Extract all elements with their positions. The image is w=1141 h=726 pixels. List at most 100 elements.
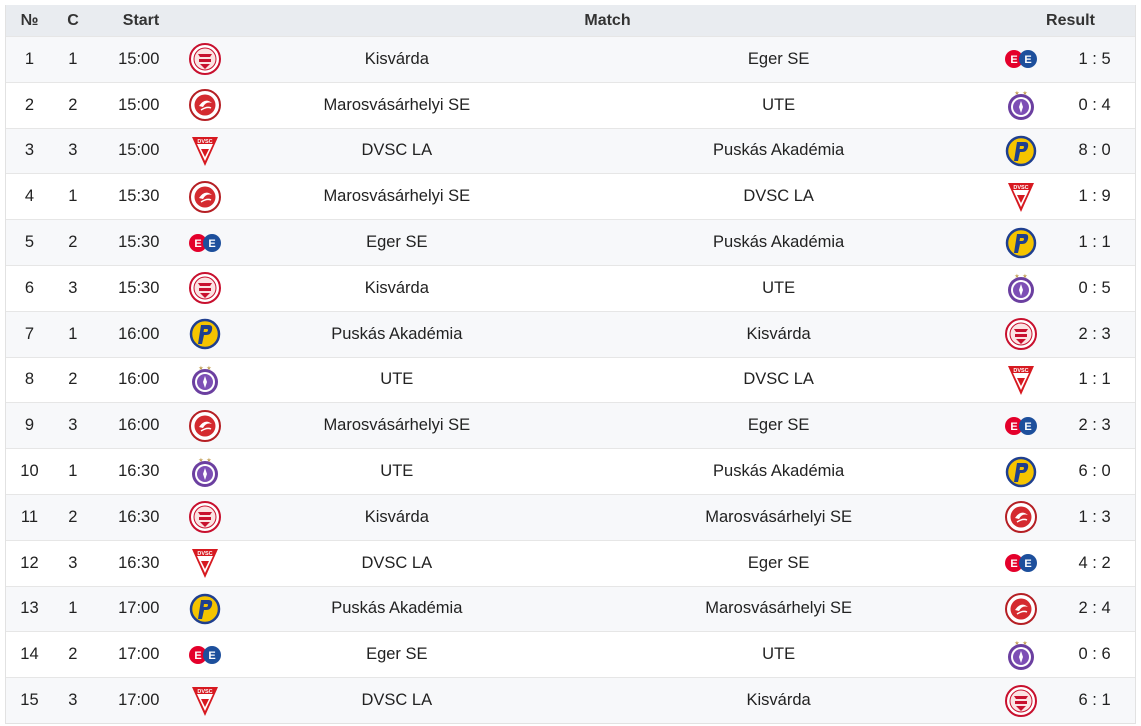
home-team[interactable]: Marosvásárhelyi SE — [323, 416, 471, 435]
court-number: 1 — [68, 187, 78, 206]
court-number: 3 — [68, 278, 78, 297]
home-team[interactable]: Kisvárda — [364, 278, 429, 297]
away-team[interactable]: Puskás Akadémia — [713, 462, 845, 481]
kisvarda-logo-icon — [988, 318, 1054, 351]
away-team[interactable]: Eger SE — [747, 553, 810, 572]
header-c[interactable]: C — [67, 11, 79, 29]
header-no[interactable]: № — [20, 11, 39, 29]
home-team[interactable]: Eger SE — [366, 645, 428, 664]
match-result[interactable]: 0 : 5 — [1078, 278, 1111, 297]
puskas-logo-icon — [988, 135, 1054, 167]
marosvasarhelyi-logo-icon — [185, 180, 225, 213]
table-row: 5 2 15:30 E E Eger SE Puskás Akadémia 1 : 1 — [6, 219, 1135, 265]
court-number: 1 — [68, 49, 78, 68]
away-team[interactable]: UTE — [762, 95, 796, 114]
table-row: 13 1 17:00 Puskás Akadémia Marosvásárhelyi S… — [6, 585, 1135, 632]
match-result[interactable]: 1 : 3 — [1078, 507, 1111, 526]
start-time: 17:00 — [118, 691, 160, 710]
svg-text:E: E — [1011, 421, 1018, 433]
away-team[interactable]: UTE — [762, 645, 796, 664]
away-team[interactable]: Puskás Akadémia — [713, 233, 845, 252]
dvsc-logo-icon: DVSC — [988, 181, 1054, 213]
match-number: 1 — [24, 49, 35, 68]
start-time: 16:30 — [118, 507, 160, 526]
svg-text:DVSC: DVSC — [1014, 185, 1029, 191]
kisvarda-logo-icon — [185, 501, 225, 534]
away-team[interactable]: Kisvárda — [746, 691, 811, 710]
svg-text:★: ★ — [206, 365, 211, 372]
svg-text:★: ★ — [1014, 273, 1019, 280]
kisvarda-logo-icon — [185, 43, 225, 76]
away-team[interactable]: DVSC LA — [743, 187, 814, 206]
dvsc-logo-icon: DVSC — [185, 135, 225, 167]
marosvasarhelyi-logo-icon — [988, 592, 1054, 625]
header-start[interactable]: Start — [122, 11, 160, 29]
home-team[interactable]: Marosvásárhelyi SE — [323, 187, 471, 206]
match-result[interactable]: 1 : 1 — [1078, 233, 1111, 252]
away-team[interactable]: UTE — [762, 278, 796, 297]
home-team[interactable]: Eger SE — [366, 233, 428, 252]
match-number: 9 — [24, 416, 35, 435]
match-result[interactable]: 2 : 3 — [1078, 324, 1111, 343]
match-result[interactable]: 2 : 3 — [1078, 416, 1111, 435]
dvsc-logo-icon: DVSC — [185, 685, 225, 717]
start-time: 17:00 — [118, 599, 160, 618]
match-result[interactable]: 4 : 2 — [1078, 553, 1111, 572]
header-result[interactable]: Result — [1046, 11, 1095, 29]
svg-text:E: E — [208, 238, 215, 250]
away-team[interactable]: DVSC LA — [743, 370, 814, 389]
home-team[interactable]: DVSC LA — [361, 553, 433, 572]
away-team[interactable]: Marosvásárhelyi SE — [705, 599, 852, 618]
kisvarda-logo-icon — [988, 684, 1054, 717]
away-team[interactable]: Eger SE — [747, 416, 810, 435]
home-team[interactable]: Puskás Akadémia — [331, 324, 463, 343]
table-row: 14 2 17:00 E E Eger SE UTE ★ ★ 0 : 6 — [6, 631, 1135, 677]
match-result[interactable]: 6 : 1 — [1078, 691, 1111, 710]
start-time: 15:30 — [118, 278, 160, 297]
match-result[interactable]: 2 : 4 — [1078, 599, 1111, 618]
match-number: 8 — [24, 370, 35, 389]
match-number: 7 — [24, 324, 35, 343]
svg-text:E: E — [208, 650, 215, 662]
match-result[interactable]: 0 : 4 — [1078, 95, 1111, 114]
svg-text:E: E — [1025, 558, 1032, 570]
svg-text:★: ★ — [198, 365, 203, 372]
match-number: 10 — [20, 462, 39, 481]
home-team[interactable]: DVSC LA — [361, 691, 433, 710]
svg-text:E: E — [194, 650, 201, 662]
match-result[interactable]: 1 : 9 — [1078, 187, 1111, 206]
svg-text:E: E — [1011, 558, 1018, 570]
home-team[interactable]: Puskás Akadémia — [331, 599, 463, 618]
away-team[interactable]: Puskás Akadémia — [713, 141, 845, 160]
match-result[interactable]: 0 : 6 — [1078, 645, 1111, 664]
home-team[interactable]: UTE — [380, 370, 414, 389]
match-result[interactable]: 6 : 0 — [1078, 462, 1111, 481]
svg-text:★: ★ — [1022, 273, 1027, 280]
match-result[interactable]: 8 : 0 — [1078, 141, 1111, 160]
court-number: 3 — [68, 553, 78, 572]
start-time: 15:00 — [118, 95, 160, 114]
matches-table: № C Start Match Result 1 1 15:00 Kisvárda Eg… — [5, 5, 1136, 724]
away-team[interactable]: Eger SE — [747, 49, 810, 68]
header-match[interactable]: Match — [584, 11, 631, 29]
match-result[interactable]: 1 : 1 — [1078, 370, 1111, 389]
table-row: 10 1 16:30 ★ ★ UTE Puskás Akadémia 6 : 0 — [6, 448, 1135, 494]
away-team[interactable]: Marosvásárhelyi SE — [705, 507, 852, 526]
match-number: 13 — [20, 599, 39, 618]
start-time: 15:30 — [118, 187, 160, 206]
away-team[interactable]: Kisvárda — [746, 324, 811, 343]
home-team[interactable]: Kisvárda — [364, 507, 429, 526]
dvsc-logo-icon: DVSC — [185, 547, 225, 579]
svg-text:E: E — [1025, 421, 1032, 433]
ute-logo-icon: ★ ★ — [988, 639, 1054, 671]
svg-text:★: ★ — [1022, 90, 1027, 97]
dvsc-logo-icon: DVSC — [988, 364, 1054, 396]
home-team[interactable]: UTE — [380, 462, 414, 481]
svg-text:E: E — [194, 238, 201, 250]
home-team[interactable]: Kisvárda — [364, 49, 429, 68]
home-team[interactable]: DVSC LA — [361, 141, 433, 160]
match-result[interactable]: 1 : 5 — [1078, 49, 1111, 68]
home-team[interactable]: Marosvásárhelyi SE — [323, 95, 471, 114]
